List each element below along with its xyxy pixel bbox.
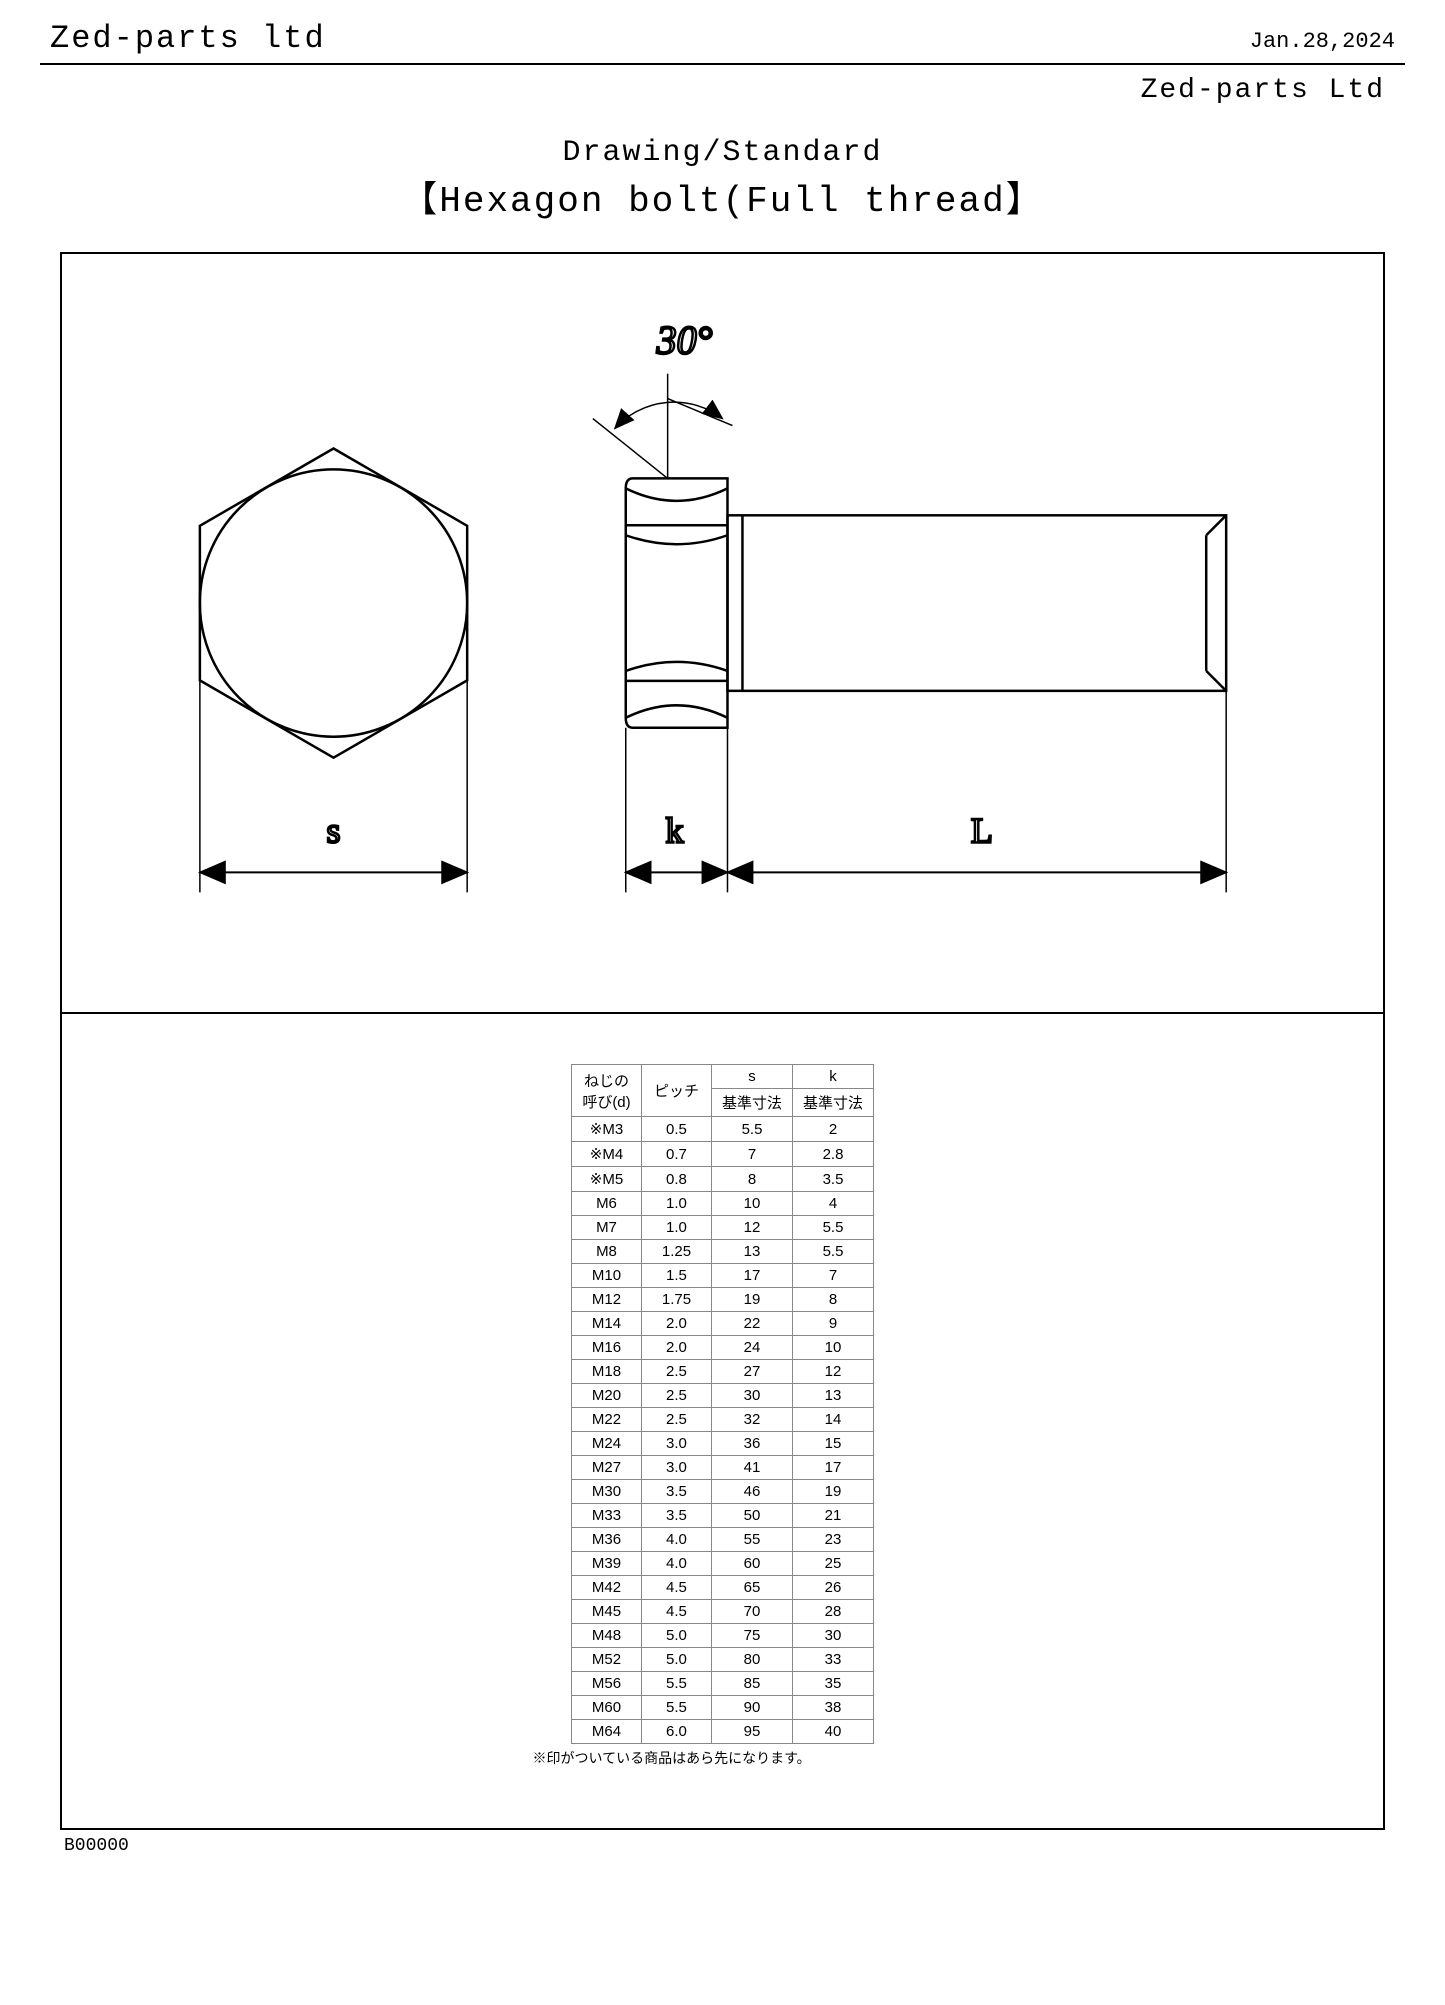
main-frame: s (60, 252, 1385, 1830)
table-row: M605.59038 (571, 1696, 873, 1720)
drawing-panel: s (62, 254, 1383, 1014)
title-block: Drawing/Standard 【Hexagon bolt(Full thre… (40, 136, 1405, 222)
table-row: M525.08033 (571, 1648, 873, 1672)
bolt-drawing: s (62, 254, 1383, 1012)
table-row: M182.52712 (571, 1360, 873, 1384)
table-row: M142.0229 (571, 1312, 873, 1336)
page-header: Zed-parts ltd Jan.28,2024 (40, 20, 1405, 65)
spec-table: ねじの 呼び(d) ピッチ s k 基準寸法 基準寸法 ※M30.55.52※M… (571, 1064, 874, 1744)
title-line-2: 【Hexagon bolt(Full thread】 (40, 170, 1405, 222)
th-pitch: ピッチ (641, 1065, 711, 1117)
company-name-top: Zed-parts ltd (50, 20, 326, 57)
dim-label-k: k (666, 810, 684, 850)
table-row: M565.58535 (571, 1672, 873, 1696)
table-row: ※M40.772.8 (571, 1142, 873, 1167)
table-row: M364.05523 (571, 1528, 873, 1552)
table-row: M485.07530 (571, 1624, 873, 1648)
table-row: M394.06025 (571, 1552, 873, 1576)
document-id: B00000 (64, 1836, 1405, 1856)
title-line-1: Drawing/Standard (40, 136, 1405, 170)
table-row: M71.0125.5 (571, 1216, 873, 1240)
table-row: M121.75198 (571, 1288, 873, 1312)
company-name-right: Zed-parts Ltd (40, 75, 1385, 106)
table-row: M646.09540 (571, 1720, 873, 1744)
table-row: M273.04117 (571, 1456, 873, 1480)
table-row: M222.53214 (571, 1408, 873, 1432)
th-s-sub: 基準寸法 (711, 1089, 792, 1117)
table-row: M61.0104 (571, 1192, 873, 1216)
table-row: ※M50.883.5 (571, 1167, 873, 1192)
table-panel: ねじの 呼び(d) ピッチ s k 基準寸法 基準寸法 ※M30.55.52※M… (62, 1014, 1383, 1828)
table-row: ※M30.55.52 (571, 1117, 873, 1142)
th-s: s (711, 1065, 792, 1089)
dim-label-L: L (971, 810, 993, 850)
table-row: M424.56526 (571, 1576, 873, 1600)
table-row: M303.54619 (571, 1480, 873, 1504)
table-row: M202.53013 (571, 1384, 873, 1408)
dim-label-s: s (327, 810, 341, 850)
table-row: M162.02410 (571, 1336, 873, 1360)
th-k-sub: 基準寸法 (793, 1089, 874, 1117)
th-thread: ねじの 呼び(d) (571, 1065, 641, 1117)
table-row: M454.57028 (571, 1600, 873, 1624)
table-row: M243.03615 (571, 1432, 873, 1456)
th-k: k (793, 1065, 874, 1089)
table-footnote: ※印がついている商品はあら先になります。 (533, 1748, 913, 1768)
table-row: M101.5177 (571, 1264, 873, 1288)
angle-label: 30° (656, 318, 713, 363)
table-row: M81.25135.5 (571, 1240, 873, 1264)
table-row: M333.55021 (571, 1504, 873, 1528)
document-date: Jan.28,2024 (1250, 29, 1395, 54)
